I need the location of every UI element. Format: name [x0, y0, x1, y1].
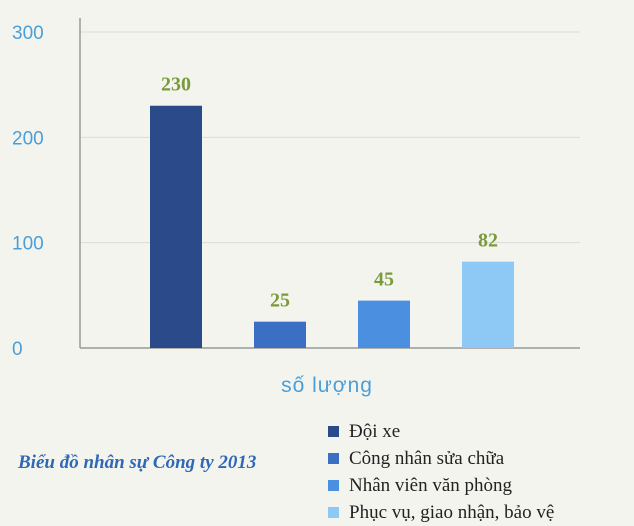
- y-tick-label: 300: [12, 23, 44, 44]
- bar: [358, 300, 410, 348]
- data-label: 45: [374, 269, 394, 291]
- y-tick-label: 100: [12, 234, 44, 255]
- legend-item: Công nhân sửa chữa: [328, 445, 554, 472]
- data-labels: 230 25 45 82: [161, 74, 498, 312]
- x-axis-label: số lượng: [281, 374, 373, 397]
- bar: [150, 105, 202, 348]
- bars: [150, 105, 514, 348]
- legend-label: Nhân viên văn phòng: [349, 474, 513, 496]
- bar: [462, 261, 514, 348]
- data-label: 25: [270, 290, 290, 312]
- legend-label: Phục vụ, giao nhận, bảo vệ: [349, 501, 555, 523]
- bar: [254, 321, 306, 348]
- legend-label: Đội xe: [349, 420, 401, 442]
- legend-label: Công nhân sửa chữa: [349, 447, 505, 469]
- legend-item: Đội xe: [328, 418, 554, 445]
- bar-chart: 0 100 200 300 230 25 45 82 số lượng: [12, 18, 580, 397]
- y-tick-label: 200: [12, 128, 44, 149]
- y-axis-ticks: 0 100 200 300: [12, 23, 44, 360]
- legend-swatch: [328, 426, 339, 437]
- legend-swatch: [328, 507, 339, 518]
- legend-swatch: [328, 480, 339, 491]
- data-label: 230: [161, 74, 191, 96]
- legend-item: Nhân viên văn phòng: [328, 472, 554, 499]
- legend-item: Phục vụ, giao nhận, bảo vệ: [328, 499, 554, 526]
- y-tick-label: 0: [12, 339, 23, 360]
- legend-swatch: [328, 453, 339, 464]
- data-label: 82: [478, 230, 498, 252]
- chart-title: Biểu đồ nhân sự Công ty 2013: [18, 452, 257, 473]
- legend: Đội xe Công nhân sửa chữa Nhân viên văn ph…: [328, 418, 554, 526]
